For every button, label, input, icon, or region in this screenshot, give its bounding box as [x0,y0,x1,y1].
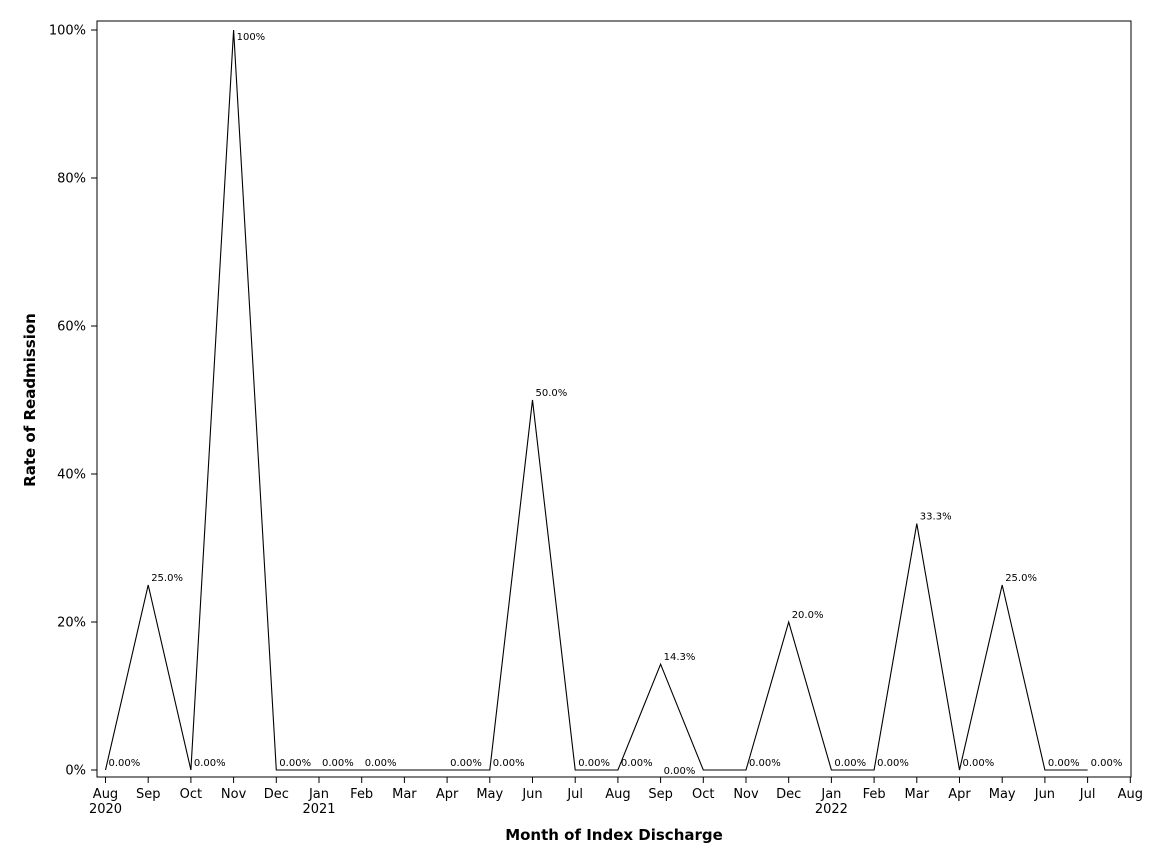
data-label: 50.0% [536,388,568,399]
data-labels-group: 0.00% 25.0% 0.00% 100% 0.00% 0.00% 0.00% 0.00% 0… [109,32,1123,777]
x-tick-label: Jun [1034,787,1055,802]
data-label: 25.0% [1005,573,1037,584]
y-axis-title: Rate of Readmission [21,313,39,487]
x-tick-year-label: 2020 [89,802,122,817]
x-tick-label: Aug [1118,787,1143,802]
x-tick-year-label: 2022 [815,802,848,817]
x-tick-label: Sep [648,787,673,802]
x-tick-label: Jan [308,787,329,802]
x-tick-label: Dec [264,787,289,802]
data-label: 0.00% [664,766,696,777]
x-tick-label: Jul [566,787,583,802]
data-label: 0.00% [109,758,141,769]
x-tick-label: Nov [733,787,759,802]
x-tick-label: Dec [776,787,801,802]
x-tick-label: Sep [136,787,161,802]
x-tick-label: May [989,787,1016,802]
x-tick-label: Jun [521,787,542,802]
y-tick-label: 40% [57,468,86,483]
y-tick-label: 60% [57,320,86,335]
x-axis-title: Month of Index Discharge [505,826,723,844]
data-label: 14.3% [664,652,696,663]
data-label: 100% [237,32,266,43]
x-tick-label: Mar [905,787,930,802]
data-label: 20.0% [792,610,824,621]
data-label: 0.00% [279,758,311,769]
data-label: 0.00% [963,758,995,769]
data-label: 0.00% [493,758,525,769]
x-tick-label: Mar [392,787,417,802]
data-label: 0.00% [578,758,610,769]
x-tick-label: Aug [605,787,630,802]
y-tick-label: 100% [49,24,86,39]
x-tick-label: Nov [221,787,247,802]
data-label: 33.3% [920,512,952,523]
plot-frame [97,21,1131,777]
y-tick-label: 80% [57,172,86,187]
y-tick-label: 0% [65,764,86,779]
data-label: 0.00% [1048,758,1080,769]
y-axis: 0% 20% 40% 60% 80% 100% [49,24,97,779]
x-tick-label: Oct [692,787,714,802]
x-tick-label: Apr [948,787,971,802]
data-label: 0.00% [749,758,781,769]
data-label: 0.00% [877,758,909,769]
y-tick-label: 20% [57,616,86,631]
series-line [106,30,1088,770]
data-label: 0.00% [450,758,482,769]
data-label: 0.00% [365,758,397,769]
x-tick-label: Apr [436,787,459,802]
data-label: 0.00% [621,758,653,769]
x-tick-label: Oct [180,787,202,802]
data-label: 0.00% [834,758,866,769]
data-label: 25.0% [151,573,183,584]
x-tick-label: Aug [93,787,118,802]
x-tick-label: Jul [1079,787,1096,802]
data-label: 0.00% [194,758,226,769]
x-tick-label: Feb [350,787,373,802]
x-tick-year-label: 2021 [302,802,335,817]
x-tick-label: Feb [863,787,886,802]
x-tick-label: Jan [820,787,841,802]
data-label: 0.00% [322,758,354,769]
series-group [105,30,1087,770]
x-tick-label: May [476,787,503,802]
data-label: 0.00% [1091,758,1123,769]
